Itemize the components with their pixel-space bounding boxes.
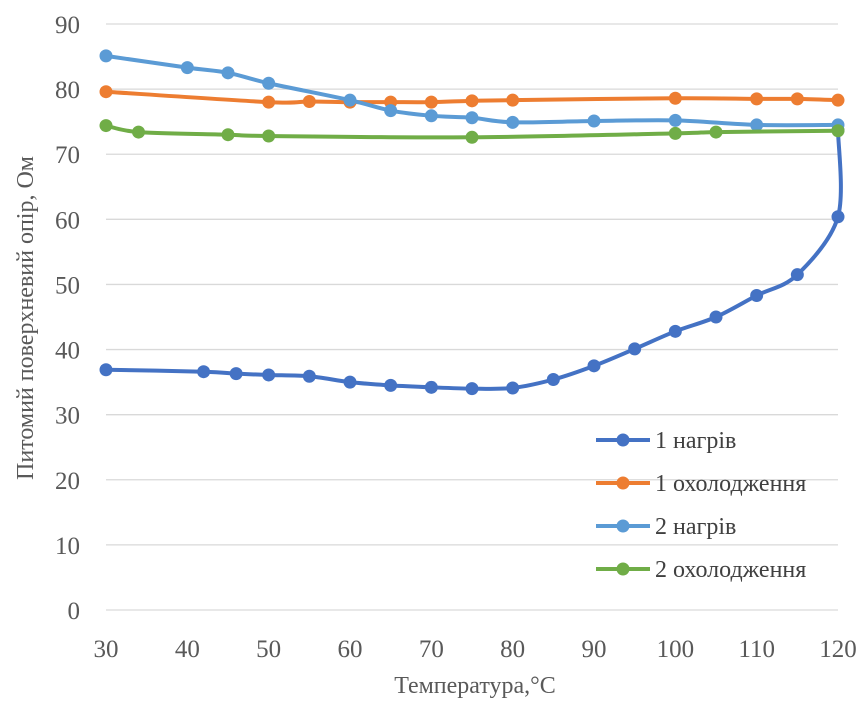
x-tick-label: 120 — [819, 636, 857, 663]
legend-label: 1 нагрів — [655, 428, 736, 454]
series-2 — [99, 85, 845, 109]
data-point — [668, 324, 682, 338]
data-point — [302, 94, 316, 108]
x-tick-label: 40 — [175, 636, 200, 663]
data-point — [750, 92, 764, 106]
data-point — [424, 380, 438, 394]
data-point — [506, 381, 520, 395]
data-point — [343, 375, 357, 389]
data-point — [197, 365, 211, 379]
data-point — [262, 129, 276, 143]
legend-label: 2 нагрів — [655, 514, 736, 540]
data-point — [99, 85, 113, 99]
y-axis-title: Питомий поверхневий опір, Ом — [13, 156, 39, 480]
data-point — [384, 378, 398, 392]
data-point — [221, 128, 235, 142]
data-point — [628, 342, 642, 356]
y-tick-label: 0 — [68, 598, 81, 625]
y-tick-label: 20 — [55, 468, 80, 495]
data-point — [221, 66, 235, 80]
y-tick-label: 70 — [55, 142, 80, 169]
legend-marker — [616, 562, 630, 576]
data-point — [465, 111, 479, 125]
x-tick-label: 70 — [419, 636, 444, 663]
data-point — [506, 115, 520, 129]
data-point — [506, 93, 520, 107]
data-point — [831, 124, 845, 138]
legend-marker — [616, 519, 630, 533]
y-axis-tick-labels: 0 10 20 30 40 50 60 70 80 90 — [55, 12, 80, 625]
data-point — [668, 113, 682, 127]
legend-item: 2 нагрів — [596, 514, 736, 540]
y-tick-label: 30 — [55, 403, 80, 430]
data-point — [668, 91, 682, 105]
data-point — [587, 359, 601, 373]
data-point — [465, 94, 479, 108]
legend-marker — [616, 476, 630, 490]
data-point — [831, 210, 845, 224]
data-point — [750, 118, 764, 132]
legend: 1 нагрів 1 охолодження 2 нагрів 2 охолоджен… — [596, 428, 806, 583]
data-point — [790, 268, 804, 282]
data-point — [750, 289, 764, 303]
legend-label: 2 охолодження — [655, 557, 806, 583]
legend-marker — [616, 433, 630, 447]
data-point — [99, 363, 113, 377]
data-point — [709, 125, 723, 139]
data-point — [424, 109, 438, 123]
horizontal-gridlines — [106, 23, 838, 611]
y-tick-label: 60 — [55, 207, 80, 234]
data-point — [99, 49, 113, 63]
x-axis-title: Температура,°C — [394, 673, 556, 699]
series-1 — [99, 123, 845, 396]
data-point — [262, 76, 276, 90]
x-tick-label: 50 — [256, 636, 281, 663]
data-point — [229, 367, 243, 381]
legend-item: 1 нагрів — [596, 428, 736, 454]
data-point — [546, 373, 560, 387]
y-tick-label: 10 — [55, 533, 80, 560]
y-tick-label: 40 — [55, 338, 80, 365]
data-point — [587, 114, 601, 128]
data-series — [99, 49, 845, 396]
data-point — [790, 92, 804, 106]
data-point — [384, 104, 398, 118]
legend-item: 2 охолодження — [596, 557, 806, 583]
x-tick-label: 110 — [738, 636, 775, 663]
data-point — [465, 382, 479, 396]
x-tick-label: 30 — [94, 636, 119, 663]
legend-item: 1 охолодження — [596, 471, 806, 497]
y-tick-label: 80 — [55, 77, 80, 104]
legend-label: 1 охолодження — [655, 471, 806, 497]
data-point — [99, 119, 113, 133]
x-axis-tick-labels: 30 40 50 60 70 80 90 100 110 120 — [94, 636, 857, 663]
y-tick-label: 50 — [55, 272, 80, 299]
x-tick-label: 90 — [582, 636, 607, 663]
series-3 — [99, 49, 845, 132]
data-point — [343, 93, 357, 107]
data-point — [132, 125, 146, 139]
series-4 — [99, 119, 845, 144]
data-point — [668, 126, 682, 140]
data-point — [424, 95, 438, 109]
y-tick-label: 90 — [55, 12, 80, 39]
data-point — [831, 93, 845, 107]
data-point — [302, 369, 316, 383]
x-tick-label: 80 — [500, 636, 525, 663]
data-point — [465, 130, 479, 144]
data-point — [262, 368, 276, 382]
x-tick-label: 100 — [657, 636, 695, 663]
x-tick-label: 60 — [338, 636, 363, 663]
data-point — [180, 61, 194, 75]
data-point — [262, 95, 276, 109]
data-point — [709, 310, 723, 324]
